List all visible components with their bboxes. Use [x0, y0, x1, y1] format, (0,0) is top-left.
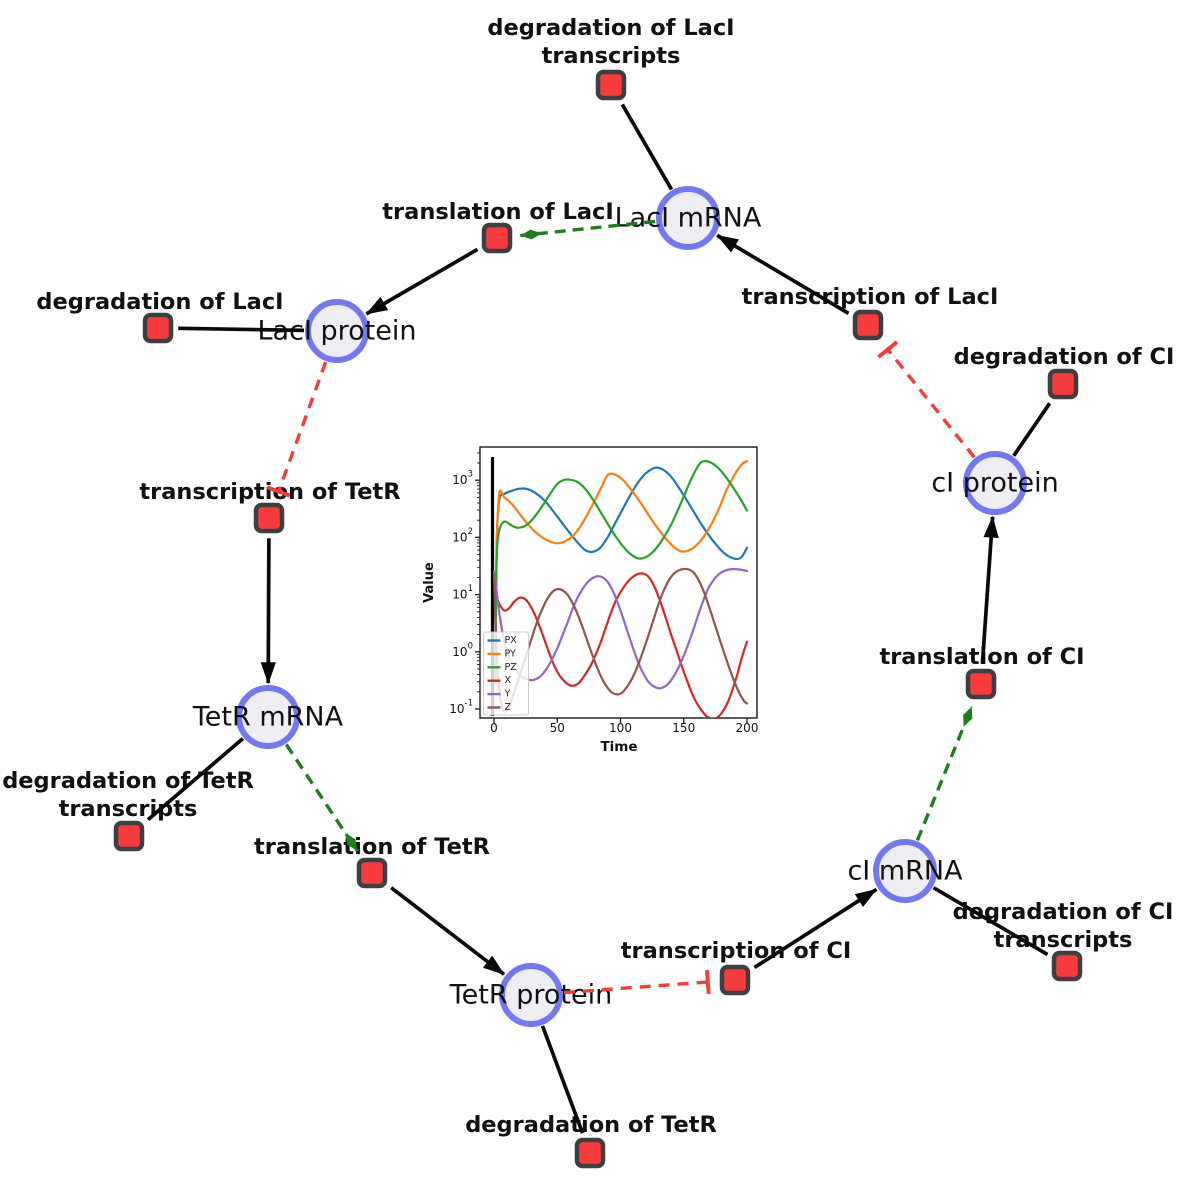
reaction-node-transcription_ci[interactable] [719, 964, 751, 996]
x-axis-label: Time [600, 739, 637, 755]
edge-arrow-translation_tetr-tetr_protein [390, 886, 506, 976]
edge-modifier-ci_mrna-translation_ci [915, 705, 974, 842]
reaction-label-transcription_laci: transcription of LacI [742, 284, 999, 310]
x-tick-label: 50 [550, 721, 565, 735]
edge-modifier-laci_mrna-translation_laci [520, 219, 656, 240]
edge-inhibition-laci_protein-transcription_tetr [266, 361, 328, 498]
reaction-label-transcription_ci: transcription of CI [621, 938, 851, 964]
reaction-label-deg_laci_tr: degradation of LacI [487, 15, 734, 41]
edges-layer [146, 103, 1052, 1134]
species-label-laci_mrna: LacI mRNA [615, 203, 762, 234]
edge-modifier-tetr_mrna-translation_tetr [284, 743, 359, 853]
x-tick-label: 200 [736, 721, 759, 735]
reaction-node-deg_tetr[interactable] [574, 1137, 606, 1169]
edge-inhibition-tetr_protein-transcription_ci [563, 969, 711, 995]
y-tick-label: 100 [452, 641, 473, 659]
edge-degradation-ci_protein-deg_ci [1012, 402, 1052, 457]
edge-degradation-laci_protein-deg_laci [178, 326, 305, 333]
legend-label-PX: PX [505, 635, 518, 646]
reaction-node-translation_laci[interactable] [481, 222, 513, 254]
species-node-tetr_protein[interactable] [499, 963, 563, 1027]
reaction-node-deg_laci_tr[interactable] [595, 69, 627, 101]
x-tick-label: 150 [672, 721, 695, 735]
species-label-ci_protein: cI protein [931, 468, 1058, 499]
reaction-label-deg_laci_tr: transcripts [542, 43, 681, 69]
legend-label-PZ: PZ [505, 662, 518, 673]
edge-inhibition-ci_protein-transcription_laci [877, 340, 976, 459]
chart-series-X [492, 572, 749, 718]
reaction-node-translation_tetr[interactable] [356, 857, 388, 889]
edge-arrow-translation_laci-laci_protein [365, 247, 479, 316]
species-node-tetr_mrna[interactable] [236, 685, 300, 749]
reaction-label-deg_tetr: degradation of TetR [465, 1112, 717, 1138]
reaction-node-transcription_tetr[interactable] [253, 502, 285, 534]
reaction-label-transcription_tetr: transcription of TetR [139, 479, 400, 505]
reaction-label-translation_tetr: translation of TetR [254, 834, 490, 860]
reaction-node-translation_ci[interactable] [965, 668, 997, 700]
reaction-label-deg_ci: degradation of CI [954, 344, 1175, 370]
x-tick-label: 0 [490, 721, 498, 735]
chart-series-Y [492, 567, 749, 690]
reaction-label-deg_ci_tr: degradation of CI [953, 899, 1174, 925]
chart-series-PY [494, 460, 749, 683]
reaction-node-transcription_laci[interactable] [852, 309, 884, 341]
reaction-node-deg_ci_tr[interactable] [1051, 950, 1083, 982]
reaction-node-deg_laci[interactable] [142, 312, 174, 344]
nodes-layer [113, 69, 1083, 1169]
reaction-label-deg_laci: degradation of LacI [36, 289, 283, 315]
species-node-ci_protein[interactable] [963, 451, 1027, 515]
reaction-label-deg_tetr_tr: degradation of TetR [2, 768, 254, 794]
edge-degradation-tetr_protein-deg_tetr [540, 1025, 585, 1134]
y-tick-label: 10-1 [449, 699, 473, 717]
reaction-node-deg_ci[interactable] [1047, 368, 1079, 400]
edge-degradation-laci_mrna-deg_laci_tr [620, 103, 674, 191]
edge-degradation-tetr_mrna-deg_tetr_tr [146, 737, 245, 822]
legend-label-Y: Y [504, 689, 511, 700]
reaction-label-deg_tetr_tr: transcripts [59, 796, 198, 822]
chart-series-PX [494, 466, 749, 683]
y-tick-label: 103 [452, 470, 473, 488]
legend-label-PY: PY [505, 648, 517, 659]
reaction-node-deg_tetr_tr[interactable] [113, 820, 145, 852]
legend-label-Z: Z [505, 702, 512, 713]
edge-arrow-transcription_laci-laci_mrna [716, 233, 850, 315]
inset-timecourse-chart: 10-1 100 101 102 103 0 50 100 150 200 Time Value PX P… [422, 446, 759, 755]
legend-label-X: X [505, 675, 512, 686]
species-label-ci_mrna: cI mRNA [847, 856, 963, 887]
reaction-label-translation_laci: translation of LacI [382, 199, 613, 225]
edge-arrow-translation_ci-ci_protein [980, 515, 999, 664]
chart-series-PZ [494, 460, 749, 683]
edge-arrow-transcription_ci-ci_mrna [753, 887, 878, 970]
y-tick-label: 101 [452, 584, 473, 602]
edge-arrow-transcription_tetr-tetr_mrna [260, 538, 276, 685]
species-label-tetr_mrna: TetR mRNA [192, 702, 344, 733]
species-label-tetr_protein: TetR protein [449, 980, 612, 1011]
species-node-laci_mrna[interactable] [656, 186, 720, 250]
x-tick-label: 100 [609, 721, 632, 735]
species-node-laci_protein[interactable] [305, 299, 369, 363]
y-axis-label: Value [422, 562, 437, 603]
y-tick-label: 102 [452, 527, 473, 545]
edge-degradation-ci_mrna-deg_ci_tr [932, 886, 1049, 957]
species-node-ci_mrna[interactable] [873, 839, 937, 903]
reaction-label-deg_ci_tr: transcripts [994, 927, 1133, 953]
